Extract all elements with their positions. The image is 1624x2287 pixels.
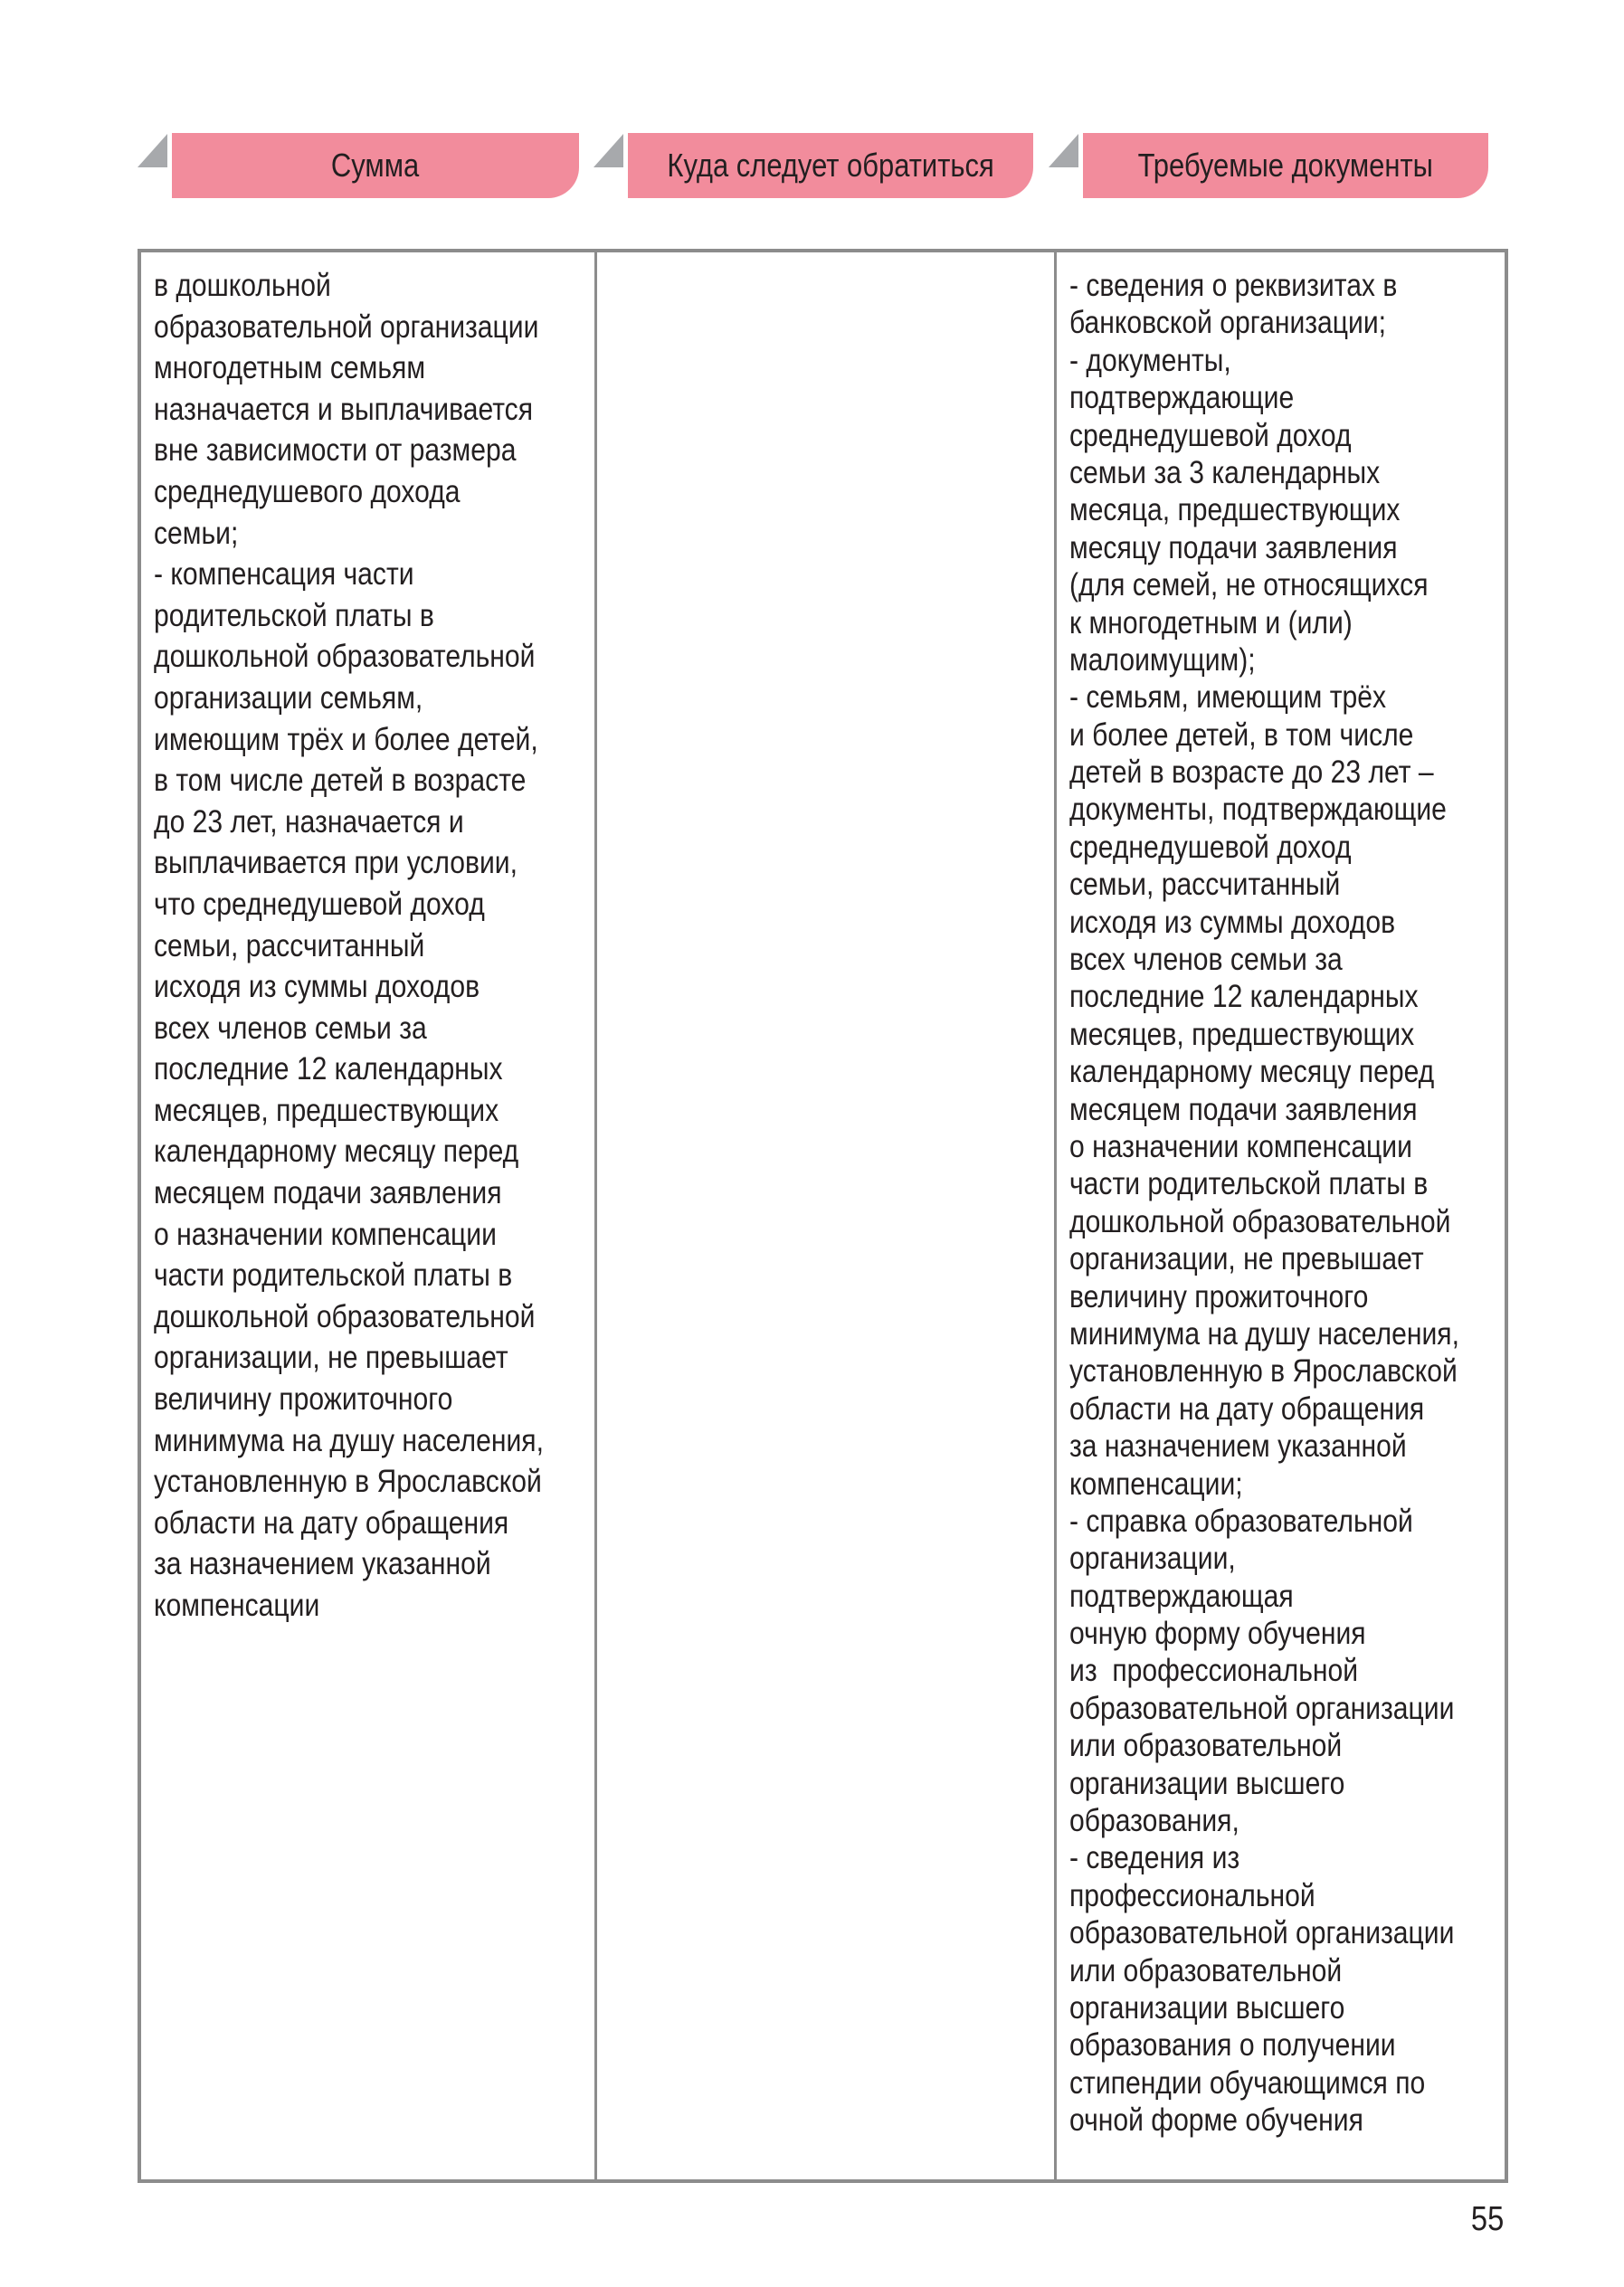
text-line: величину прожиточного <box>154 1381 453 1418</box>
text-line: выплачивается при условии, <box>154 845 518 881</box>
text-line: имеющим трёх и более детей, <box>154 721 538 757</box>
text-line: - компенсация части <box>154 556 414 593</box>
text-line: компенсации <box>154 1588 320 1623</box>
text-line: организации, не превышает <box>154 1340 508 1376</box>
amount-cell: в дошкольной образовательной организации м… <box>154 265 607 1627</box>
text-line: или образовательной <box>1069 1952 1343 1988</box>
text-line: назначается и выплачивается <box>154 391 534 427</box>
text-line: организации семьям, <box>154 679 423 716</box>
header-corner-icon <box>138 134 167 167</box>
text-line: образовательной организации <box>154 308 539 345</box>
text-line: величину прожиточного <box>1069 1278 1369 1314</box>
text-line: банковской организации; <box>1069 305 1387 341</box>
text-line: месяцу подачи заявления <box>1069 529 1398 565</box>
text-line: части родительской платы в <box>1069 1166 1429 1202</box>
text-line: дошкольной образовательной <box>154 1298 536 1334</box>
text-line: организации, не превышает <box>1069 1241 1424 1277</box>
text-line: области на дату обращения <box>154 1504 509 1541</box>
text-line: последние 12 календарных <box>1069 979 1419 1015</box>
text-line: месяцев, предшествующих <box>154 1092 499 1128</box>
header-where-label: Куда следует обратиться <box>667 147 994 184</box>
text-line: среднедушевой доход <box>1069 417 1352 453</box>
text-line: родительской платы в <box>154 597 434 633</box>
text-line: вне зависимости от размера <box>154 432 517 469</box>
text-line: - справка образовательной <box>1069 1503 1413 1539</box>
text-line: организации высшего <box>1069 1989 1345 2026</box>
text-line: организации высшего <box>1069 1765 1345 1801</box>
text-line: месяцем подачи заявления <box>154 1175 502 1211</box>
text-line: месяца, предшествующих <box>1069 492 1401 528</box>
text-line: подтверждающие <box>1069 380 1295 416</box>
text-line: области на дату обращения <box>1069 1390 1425 1427</box>
documents-cell: - сведения о реквизитах в банковской орга… <box>1069 267 1523 2140</box>
text-line: (для семей, не относящихся <box>1069 567 1429 603</box>
text-line: календарному месяцу перед <box>1069 1054 1435 1090</box>
text-line: образовательной организации <box>1069 1915 1455 1951</box>
text-line: образования, <box>1069 1803 1239 1839</box>
text-line: - сведения о реквизитах в <box>1069 268 1398 303</box>
text-line: малоимущим); <box>1069 641 1256 678</box>
text-line: последние 12 календарных <box>154 1051 503 1087</box>
text-line: образовательной организации <box>1069 1690 1455 1726</box>
text-line: из профессиональной <box>1069 1653 1359 1689</box>
text-line: за назначением указанной <box>154 1546 491 1582</box>
text-line: или образовательной <box>1069 1728 1343 1764</box>
text-line: календарному месяцу перед <box>154 1134 519 1170</box>
text-line: установленную в Ярославской <box>1069 1353 1458 1390</box>
text-line: исходя из суммы доходов <box>1069 904 1396 940</box>
text-line: детей в возрасте до 23 лет – <box>1069 754 1434 791</box>
text-line: очной форме обучения <box>1069 2102 1363 2139</box>
text-line: о назначении компенсации <box>1069 1128 1412 1164</box>
text-line: установленную в Ярославской <box>154 1464 542 1500</box>
header-documents-label: Требуемые документы <box>1137 147 1434 184</box>
header-amount-label: Сумма <box>331 147 420 184</box>
text-line: в том числе детей в возрасте <box>154 763 527 799</box>
page-number: 55 <box>1470 2200 1504 2238</box>
header-corner-icon <box>594 134 623 167</box>
text-line: документы, подтверждающие <box>1069 792 1447 828</box>
text-line: минимума на душу населения, <box>154 1422 544 1458</box>
column-divider <box>1054 252 1057 2179</box>
text-line: месяцев, предшествующих <box>1069 1016 1415 1052</box>
text-line: что среднедушевой доход <box>154 886 485 922</box>
text-line: месяцем подачи заявления <box>1069 1091 1418 1127</box>
text-line: организации, <box>1069 1541 1236 1577</box>
text-line: семьи, рассчитанный <box>154 927 425 963</box>
header-corner-icon <box>1049 134 1078 167</box>
text-line: всех членов семьи за <box>154 1010 427 1046</box>
header-amount: Сумма <box>172 133 579 198</box>
text-line: очную форму обучения <box>1069 1616 1366 1652</box>
text-line: части родительской платы в <box>154 1257 513 1294</box>
text-line: многодетным семьям <box>154 350 426 386</box>
text-line: среднедушевой доход <box>1069 829 1352 865</box>
text-line: всех членов семьи за <box>1069 942 1343 978</box>
text-line: о назначении компенсации <box>154 1216 497 1252</box>
column-divider <box>594 252 597 2179</box>
text-line: стипендии обучающимся по <box>1069 2064 1426 2101</box>
text-line: до 23 лет, назначается и <box>154 803 464 840</box>
text-line: семьи, рассчитанный <box>1069 867 1341 903</box>
text-line: профессиональной <box>1069 1877 1315 1913</box>
text-line: исходя из суммы доходов <box>154 969 480 1005</box>
text-line: среднедушевого дохода <box>154 473 461 509</box>
text-line: образования о получении <box>1069 2027 1396 2064</box>
text-line: - сведения из <box>1069 1840 1240 1876</box>
text-line: - документы, <box>1069 342 1231 378</box>
text-line: компенсации; <box>1069 1466 1243 1502</box>
text-line: в дошкольной <box>154 268 331 303</box>
text-line: семьи; <box>154 515 239 551</box>
text-line: - семьям, имеющим трёх <box>1069 679 1387 716</box>
text-line: к многодетным и (или) <box>1069 604 1353 641</box>
text-line: дошкольной образовательной <box>154 639 536 675</box>
text-line: за назначением указанной <box>1069 1428 1407 1465</box>
text-line: дошкольной образовательной <box>1069 1203 1451 1239</box>
benefits-table: в дошкольной образовательной организации м… <box>138 249 1508 2183</box>
text-line: подтверждающая <box>1069 1578 1294 1614</box>
text-line: и более детей, в том числе <box>1069 716 1414 753</box>
text-line: минимума на душу населения, <box>1069 1315 1459 1352</box>
header-documents: Требуемые документы <box>1083 133 1488 198</box>
header-where: Куда следует обратиться <box>628 133 1033 198</box>
text-line: семьи за 3 календарных <box>1069 454 1381 490</box>
